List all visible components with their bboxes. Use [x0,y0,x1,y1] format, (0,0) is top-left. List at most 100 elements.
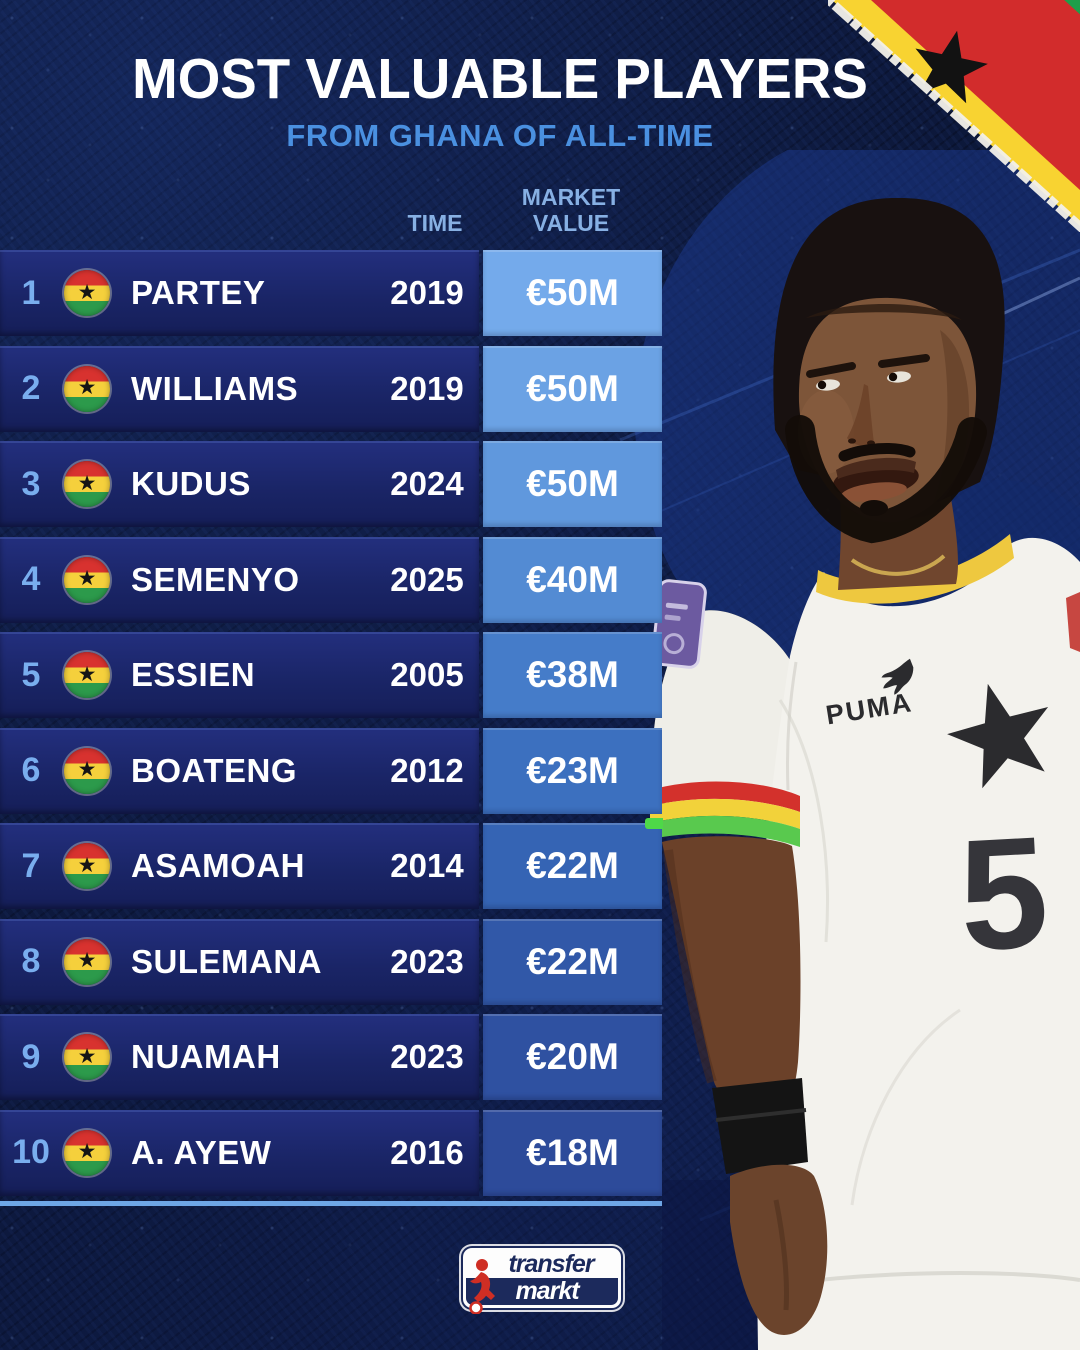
ghana-flag-icon: ★ [64,1034,110,1080]
player-name: SEMENYO [131,560,300,598]
flag-star-icon: ★ [77,949,97,972]
player-name: WILLIAMS [131,369,299,407]
market-value-badge: €18M [483,1109,662,1196]
market-value-badge: €50M [483,250,662,336]
ghana-flag-icon: ★ [64,270,110,316]
row-background: 5 ★ ESSIEN 2005 [0,632,479,718]
player-photo: 5 PUMA [619,150,1080,1350]
logo-bottom: markt [466,1277,618,1305]
market-value-year: 2024 [390,465,464,502]
rank-label: 3 [21,464,41,503]
table-row: 3 ★ KUDUS 2024 €50M [0,441,662,527]
market-value-badge: €50M [483,441,662,527]
rank-label: 9 [21,1037,41,1076]
rank-label: 8 [21,942,41,980]
table-row: 1 ★ PARTEY 2019 €50M [0,250,662,336]
rank-label: 10 [12,1133,50,1171]
flag-star-icon: ★ [77,853,97,877]
column-header-market: MARKET [521,184,621,210]
market-value-badge: €40M [483,536,662,623]
market-value-badge: €50M [483,345,662,432]
player-name: PARTEY [131,274,266,311]
table-bottom-line [0,1201,662,1206]
player-name: SULEMANA [131,942,322,980]
sleeve-green-band-tip [645,818,663,829]
ghana-flag-icon: ★ [64,1129,110,1176]
row-background: 1 ★ PARTEY 2019 [0,250,479,336]
logo-player-figure-icon [469,1259,495,1314]
market-value-year: 2023 [390,942,464,980]
jersey-number: 5 [955,804,1052,984]
page-subtitle: FROM GHANA OF ALL-TIME [286,118,714,153]
table-row: 7 ★ ASAMOAH 2014 €22M [0,823,662,909]
table-row: 2 ★ WILLIAMS 2019 €50M [0,345,662,432]
market-value-badge: €23M [483,727,662,814]
logo-top: transfer [463,1248,621,1280]
flag-star-icon: ★ [77,1044,97,1068]
player-name: ESSIEN [131,656,256,693]
transfermarkt-logo: transfer markt [463,1248,621,1314]
ghana-flag-icon: ★ [64,747,110,794]
player-name: KUDUS [131,465,251,502]
market-value-year: 2019 [390,274,464,311]
ghana-flag-corner-icon [828,0,1080,232]
market-value-year: 2025 [390,560,464,598]
player-name: A. AYEW [131,1133,272,1171]
ghana-flag-icon: ★ [64,461,110,507]
market-value-badge: €20M [483,1014,662,1100]
market-value-badge: €22M [483,918,662,1005]
row-background: 9 ★ NUAMAH 2023 [0,1014,479,1100]
rank-label: 4 [21,560,41,598]
page-title: MOST VALUABLE PLAYERS [132,47,868,111]
column-header-market-value: MARKET VALUE [521,184,621,236]
row-background: 6 ★ BOATENG 2012 [0,727,479,814]
rank-label: 1 [21,273,41,312]
ghana-flag-icon: ★ [64,843,110,889]
flag-star-icon: ★ [77,567,97,590]
rank-label: 2 [21,369,41,407]
flag-star-icon: ★ [77,758,97,781]
table-row: 8 ★ SULEMANA 2023 €22M [0,918,662,1005]
table-row: 9 ★ NUAMAH 2023 €20M [0,1014,662,1100]
column-header-time: TIME [407,210,463,236]
market-value-year: 2019 [390,369,464,407]
market-value-year: 2016 [390,1133,464,1171]
row-background: 7 ★ ASAMOAH 2014 [0,823,479,909]
market-value-badge: €38M [483,632,662,718]
flag-star-icon: ★ [77,1140,97,1163]
market-value-badge: €22M [483,823,662,909]
row-background: 2 ★ WILLIAMS 2019 [0,345,479,432]
jersey-star-icon [947,683,1049,789]
flag-star-icon: ★ [77,280,97,304]
rank-label: 6 [21,751,41,789]
row-background: 10 ★ A. AYEW 2016 [0,1109,479,1196]
market-value-year: 2005 [390,656,464,693]
ghana-flag-icon: ★ [64,365,110,412]
sleeve-badge [651,579,707,669]
logo-text-markt: markt [515,1277,579,1305]
table-row: 10 ★ A. AYEW 2016 €18M [0,1109,662,1196]
eyes [816,371,911,391]
player-name: ASAMOAH [131,847,305,884]
market-value-year: 2014 [390,847,464,884]
table-row: 4 ★ SEMENYO 2025 €40M [0,536,662,623]
rank-label: 7 [21,846,41,885]
rank-label: 5 [21,655,41,694]
table-row: 5 ★ ESSIEN 2005 €38M [0,632,662,718]
ghana-flag-icon: ★ [64,652,110,698]
logo-text-transfer: transfer [508,1249,594,1278]
flag-star-icon: ★ [77,376,97,399]
row-background: 4 ★ SEMENYO 2025 [0,536,479,623]
market-value-year: 2023 [390,1038,464,1075]
table-row: 6 ★ BOATENG 2012 €23M [0,727,662,814]
flag-star-icon: ★ [77,662,97,686]
market-value-year: 2012 [390,751,464,789]
flag-star-icon: ★ [77,471,97,495]
row-background: 3 ★ KUDUS 2024 [0,441,479,527]
player-name: BOATENG [131,751,298,789]
ghana-flag-icon: ★ [64,556,110,603]
column-header-value: VALUE [532,210,610,236]
player-name: NUAMAH [131,1038,281,1075]
ghana-flag-icon: ★ [64,938,110,985]
row-background: 8 ★ SULEMANA 2023 [0,918,479,1005]
